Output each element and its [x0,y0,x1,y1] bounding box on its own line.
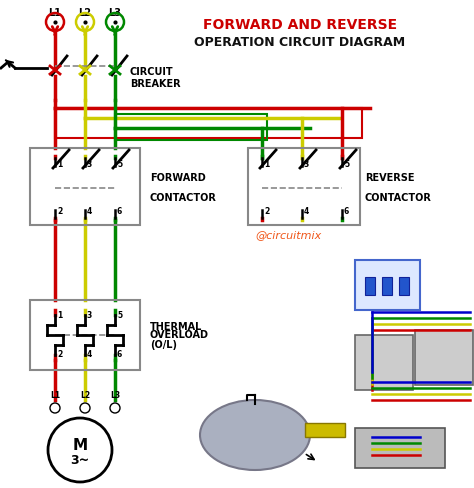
Text: L2: L2 [79,8,91,18]
Bar [30,148,140,225]
Text: FORWARD AND REVERSE: FORWARD AND REVERSE [203,18,397,32]
Text: CONTACTOR: CONTACTOR [150,193,217,203]
Text: L1: L1 [48,8,62,18]
Text: @circuitmix: @circuitmix [255,230,321,240]
Text: 2: 2 [264,207,269,216]
Bar [382,277,392,295]
Text: OPERATION CIRCUIT DIAGRAM: OPERATION CIRCUIT DIAGRAM [194,36,406,49]
Text: 3: 3 [87,160,92,169]
Text: 5: 5 [344,160,349,169]
Text: 3: 3 [87,311,92,320]
Text: 6: 6 [117,207,122,216]
Text: 6: 6 [117,350,122,359]
Bar [365,277,375,295]
Text: THERMAL: THERMAL [150,322,202,332]
Text: 3: 3 [304,160,309,169]
Bar [305,423,345,437]
Ellipse shape [200,400,310,470]
Text: OVERLOAD: OVERLOAD [150,330,209,340]
Text: 1: 1 [57,160,62,169]
Text: L2: L2 [80,391,90,400]
Text: (O/L): (O/L) [150,340,177,350]
Bar [30,300,140,370]
Bar [355,335,413,390]
Text: REVERSE: REVERSE [365,173,414,183]
Bar [355,428,445,468]
Text: M: M [73,438,88,452]
Bar [355,260,420,310]
Bar [248,148,360,225]
Bar [415,330,473,385]
Bar [115,114,267,140]
Text: L3: L3 [110,391,120,400]
Text: L1: L1 [50,391,60,400]
Text: 1: 1 [264,160,269,169]
Text: 4: 4 [304,207,309,216]
Text: 1: 1 [57,311,62,320]
Text: 4: 4 [87,207,92,216]
Text: 3~: 3~ [70,453,90,467]
Text: 2: 2 [57,207,62,216]
Text: 5: 5 [117,311,122,320]
Text: L3: L3 [109,8,121,18]
Text: 2: 2 [57,350,62,359]
Text: CONTACTOR: CONTACTOR [365,193,432,203]
Text: FORWARD: FORWARD [150,173,206,183]
Text: 6: 6 [344,207,349,216]
Bar [399,277,409,295]
Text: CIRCUIT
BREAKER: CIRCUIT BREAKER [130,67,181,89]
Bar [55,108,362,138]
Text: 4: 4 [87,350,92,359]
Text: 5: 5 [117,160,122,169]
